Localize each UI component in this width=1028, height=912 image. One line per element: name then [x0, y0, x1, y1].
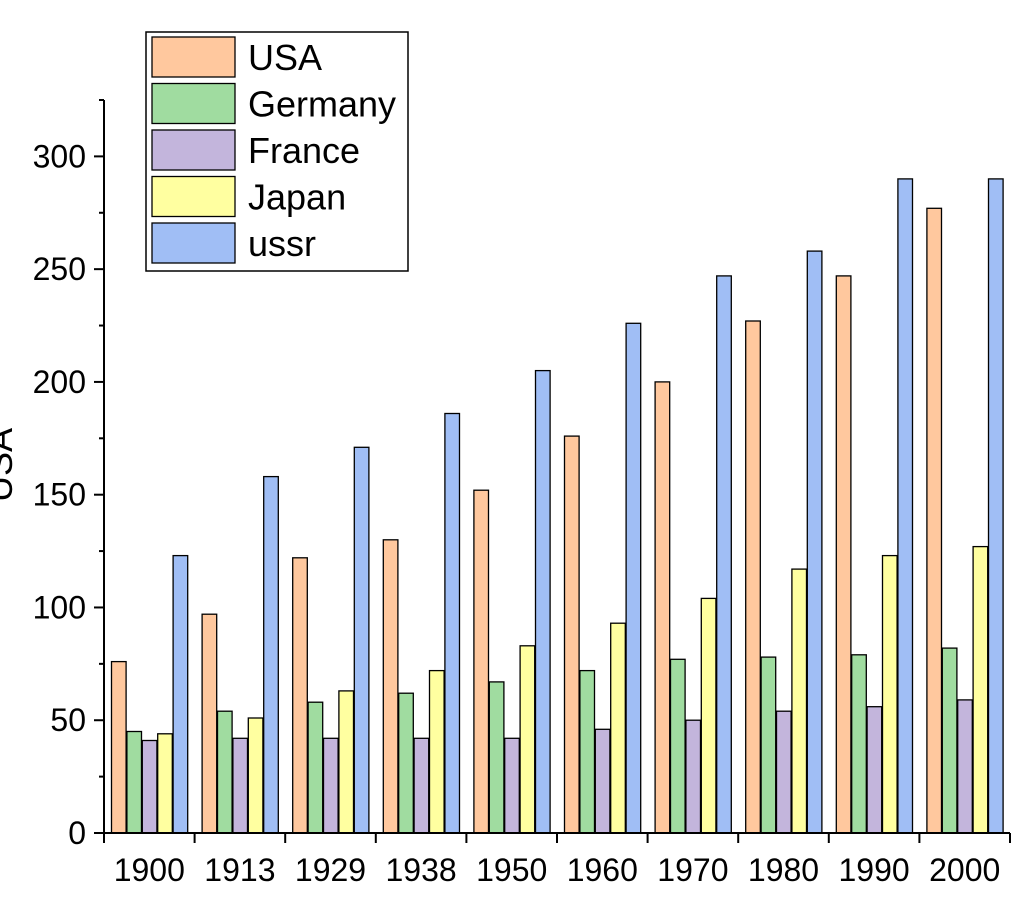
- x-tick-label: 2000: [929, 852, 1000, 888]
- bar-usa-1950: [473, 489, 490, 834]
- legend-label-france: France: [248, 130, 360, 171]
- legend-swatch-ussr: [151, 222, 236, 264]
- bar-germany-1950: [488, 681, 505, 834]
- legend-label-germany: Germany: [248, 84, 396, 125]
- bar-japan-1929: [338, 690, 355, 834]
- bar-germany-2000: [941, 647, 958, 834]
- y-tick-label: 0: [68, 815, 86, 851]
- bar-usa-1970: [654, 381, 671, 834]
- bar-germany-1938: [398, 692, 414, 834]
- bar-ussr-1929: [353, 446, 370, 834]
- x-tick-label: 1970: [657, 852, 728, 888]
- bar-germany-1970: [669, 658, 686, 834]
- legend-swatch-usa: [151, 36, 236, 78]
- bar-usa-1960: [563, 435, 580, 834]
- bar-japan-2000: [972, 545, 989, 834]
- x-tick-label: 1990: [839, 852, 910, 888]
- bar-usa-1980: [745, 320, 761, 834]
- bar-japan-1950: [519, 645, 536, 834]
- bar-usa-1990: [835, 275, 852, 834]
- bar-usa-1913: [201, 613, 218, 834]
- bar-usa-2000: [926, 207, 943, 834]
- bar-france-1960: [594, 728, 611, 834]
- bar-france-2000: [957, 699, 973, 834]
- y-tick-label: 50: [50, 702, 86, 738]
- bar-germany-1990: [851, 654, 867, 834]
- legend: USA Germany France Japan ussr: [145, 31, 409, 272]
- y-tick-label: 300: [33, 138, 86, 174]
- bar-france-1970: [685, 719, 702, 834]
- bar-ussr-1913: [263, 475, 279, 834]
- bar-japan-1938: [428, 669, 445, 834]
- bar-germany-1913: [216, 710, 233, 834]
- bar-ussr-1970: [716, 275, 732, 834]
- legend-swatch-japan: [151, 175, 236, 218]
- y-tick-label: 100: [33, 589, 86, 625]
- bar-ussr-1990: [897, 178, 914, 834]
- x-tick-label: 1929: [295, 852, 366, 888]
- bar-france-1929: [322, 737, 339, 834]
- bar-ussr-1950: [534, 369, 551, 834]
- x-tick-label: 1980: [748, 852, 819, 888]
- bar-ussr-1938: [444, 412, 461, 834]
- legend-label-usa: USA: [248, 37, 322, 78]
- legend-label-japan: Japan: [248, 177, 346, 218]
- bar-usa-1938: [382, 539, 399, 834]
- bar-japan-1900: [157, 733, 173, 834]
- bar-france-1950: [504, 737, 520, 834]
- bar-ussr-1900: [172, 554, 189, 834]
- bar-usa-1929: [292, 557, 308, 834]
- legend-label-ussr: ussr: [248, 223, 316, 264]
- bar-usa-1900: [110, 660, 127, 834]
- y-axis-title: USA: [0, 428, 20, 502]
- bar-france-1913: [232, 737, 249, 834]
- legend-swatch-france: [151, 129, 236, 171]
- legend-swatch-germany: [151, 82, 236, 125]
- axes-group: 0 50 100 150 200 250 300 1900 1913 1929 1938 1950 19…: [33, 99, 1011, 888]
- y-tick-label: 250: [33, 251, 86, 287]
- bar-ussr-1980: [806, 250, 823, 834]
- bar-france-1990: [866, 706, 883, 834]
- bar-japan-1980: [791, 568, 808, 834]
- x-tick-label: 1900: [114, 852, 185, 888]
- bar-germany-1929: [307, 701, 324, 834]
- x-tick-label: 1938: [386, 852, 457, 888]
- bar-japan-1960: [610, 622, 626, 834]
- bar-japan-1990: [881, 554, 898, 834]
- x-tick-label: 1913: [204, 852, 275, 888]
- bar-japan-1913: [247, 717, 264, 834]
- x-tick-label: 1960: [567, 852, 638, 888]
- bar-france-1938: [413, 737, 430, 834]
- bar-germany-1900: [126, 730, 143, 834]
- bar-ussr-2000: [987, 178, 1004, 834]
- bar-germany-1980: [760, 656, 777, 834]
- bars-group: [110, 178, 1004, 834]
- x-tick-label: 1950: [476, 852, 547, 888]
- bar-germany-1960: [579, 669, 596, 834]
- y-tick-label: 150: [33, 477, 86, 513]
- bar-france-1900: [141, 739, 158, 834]
- bar-ussr-1960: [625, 322, 642, 834]
- y-tick-label: 200: [33, 364, 86, 400]
- bar-japan-1970: [700, 597, 717, 834]
- bar-france-1980: [775, 710, 792, 834]
